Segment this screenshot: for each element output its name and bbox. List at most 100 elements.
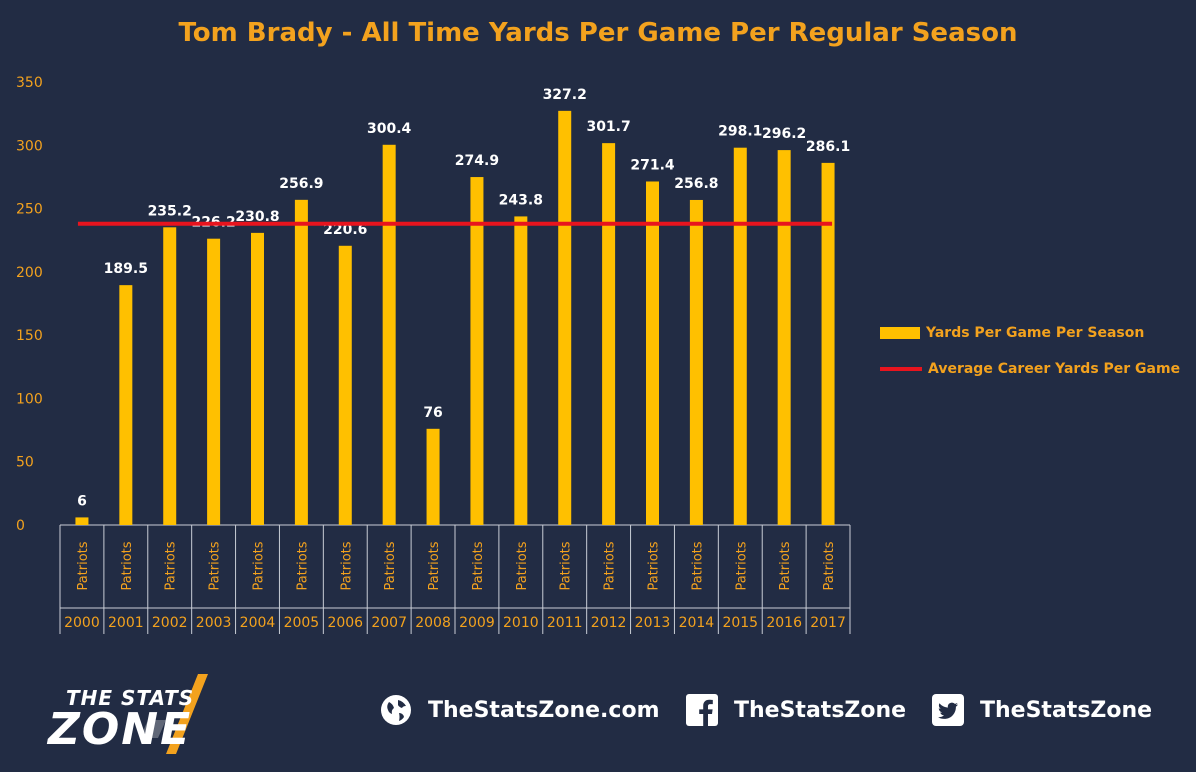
x-sublabel: Patriots xyxy=(208,541,223,590)
x-tick-label: 2008 xyxy=(415,615,451,631)
bar xyxy=(777,150,791,525)
bar-chart: 0 50 100 150 200 250 300 350 6 Patriots 2000 189.5 P… xyxy=(16,75,851,634)
data-label: 286.1 xyxy=(806,139,850,155)
x-sublabel: Patriots xyxy=(427,541,442,590)
x-tick-label: 2010 xyxy=(503,615,539,631)
x-tick-label: 2001 xyxy=(108,615,144,631)
bar xyxy=(163,227,177,525)
footer: THE STATS ZONE TheStatsZone.com TheStats… xyxy=(0,660,1196,770)
logo-slash-icon xyxy=(140,674,208,754)
y-tick-label: 100 xyxy=(16,391,43,407)
x-tick-label: 2014 xyxy=(679,615,715,631)
website-link[interactable]: TheStatsZone.com xyxy=(380,694,660,726)
x-tick-label: 2011 xyxy=(547,615,583,631)
x-tick-label: 2005 xyxy=(284,615,320,631)
bar xyxy=(207,238,221,525)
x-sublabel: Patriots xyxy=(295,541,310,590)
y-tick-label: 350 xyxy=(16,75,43,91)
x-sublabel: Patriots xyxy=(339,541,354,590)
globe-icon xyxy=(380,694,412,726)
x-sublabel: Patriots xyxy=(559,541,574,590)
bar xyxy=(514,216,528,525)
y-tick-label: 200 xyxy=(16,265,43,281)
bar xyxy=(733,147,747,526)
x-tick-label: 2016 xyxy=(766,615,802,631)
bar xyxy=(821,162,835,525)
logo-text-top: THE STATS xyxy=(66,686,195,710)
bar xyxy=(75,517,89,525)
x-sublabel: Patriots xyxy=(734,541,749,590)
x-sublabel: Patriots xyxy=(76,541,91,590)
x-sublabel: Patriots xyxy=(164,541,179,590)
x-sublabel: Patriots xyxy=(647,541,662,590)
y-tick-label: 300 xyxy=(16,138,43,154)
data-label: 256.8 xyxy=(674,176,718,192)
legend-label-bars: Yards Per Game Per Season xyxy=(926,325,1145,341)
x-tick-label: 2009 xyxy=(459,615,495,631)
facebook-link[interactable]: TheStatsZone xyxy=(686,694,906,726)
bar xyxy=(470,177,484,525)
y-tick-label: 250 xyxy=(16,202,43,218)
data-label: 274.9 xyxy=(455,153,499,169)
logo-text-bottom: ZONE xyxy=(48,704,193,755)
x-sublabel: Patriots xyxy=(822,541,837,590)
bar xyxy=(251,232,264,525)
bar xyxy=(338,245,352,525)
x-tick-label: 2006 xyxy=(327,615,363,631)
chart-legend: Yards Per Game Per Season Average Career… xyxy=(880,322,1180,394)
x-sublabel: Patriots xyxy=(120,541,135,590)
x-sublabel: Patriots xyxy=(603,541,618,590)
y-tick-label: 0 xyxy=(16,518,25,534)
data-label: 327.2 xyxy=(543,87,587,103)
legend-swatch-average xyxy=(880,367,922,371)
bar xyxy=(382,144,396,526)
legend-swatch-bars xyxy=(880,327,920,339)
data-label: 189.5 xyxy=(104,261,148,277)
x-tick-label: 2000 xyxy=(64,615,100,631)
data-label: 256.9 xyxy=(279,176,323,192)
legend-item-average: Average Career Yards Per Game xyxy=(880,358,1180,380)
chart-title: Tom Brady - All Time Yards Per Game Per … xyxy=(178,18,1018,48)
data-label: 296.2 xyxy=(762,126,806,142)
x-tick-label: 2013 xyxy=(635,615,671,631)
x-sublabel: Patriots xyxy=(252,541,267,590)
legend-label-average: Average Career Yards Per Game xyxy=(928,361,1181,377)
x-sublabel: Patriots xyxy=(690,541,705,590)
data-label: 230.8 xyxy=(235,209,279,225)
bar xyxy=(426,428,440,525)
x-sublabel: Patriots xyxy=(383,541,398,590)
data-label: 301.7 xyxy=(586,119,630,135)
bar xyxy=(294,199,308,525)
x-sublabel: Patriots xyxy=(471,541,486,590)
twitter-link[interactable]: TheStatsZone xyxy=(932,694,1152,726)
y-tick-label: 150 xyxy=(16,328,43,344)
data-label: 300.4 xyxy=(367,121,412,137)
x-tick-label: 2002 xyxy=(152,615,188,631)
x-tick-label: 2017 xyxy=(810,615,846,631)
x-tick-label: 2004 xyxy=(240,615,276,631)
bar xyxy=(646,181,659,525)
x-tick-label: 2003 xyxy=(196,615,232,631)
data-label: 271.4 xyxy=(630,157,675,173)
data-label: 235.2 xyxy=(148,203,192,219)
data-label: 220.6 xyxy=(323,222,367,238)
data-label: 298.1 xyxy=(718,124,762,140)
twitter-text: TheStatsZone xyxy=(980,697,1153,723)
data-label: 6 xyxy=(77,493,87,509)
y-tick-label: 50 xyxy=(16,455,34,471)
facebook-icon xyxy=(686,694,718,726)
x-sublabel: Patriots xyxy=(778,541,793,590)
bar xyxy=(602,143,616,525)
x-tick-label: 2007 xyxy=(371,615,407,631)
twitter-icon xyxy=(932,694,964,726)
data-label: 243.8 xyxy=(499,192,543,208)
x-tick-label: 2015 xyxy=(722,615,758,631)
data-label: 76 xyxy=(423,405,442,421)
stats-zone-logo: THE STATS ZONE xyxy=(48,674,258,755)
x-tick-label: 2012 xyxy=(591,615,627,631)
facebook-text: TheStatsZone xyxy=(734,697,907,723)
website-text: TheStatsZone.com xyxy=(428,697,660,723)
bar xyxy=(119,285,133,525)
bar xyxy=(558,110,572,526)
x-sublabel: Patriots xyxy=(515,541,530,590)
